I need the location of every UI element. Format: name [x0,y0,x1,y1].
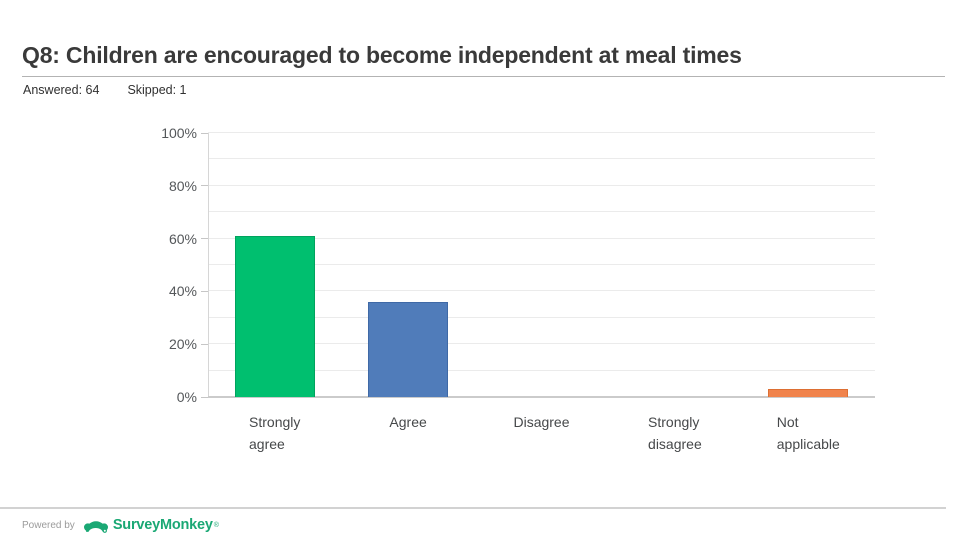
gridline [208,211,875,213]
surveymonkey-link[interactable]: SurveyMonkey ® [83,517,219,534]
bar-column [742,133,875,397]
category-label: Strongly agree [249,414,301,452]
x-label-cell: Agree [341,411,474,433]
y-tick-label: 0% [176,389,197,405]
category-label: Agree [389,414,427,430]
footer-divider [0,507,946,509]
bar-agree [368,301,449,397]
bar-column [341,133,474,397]
bar-not-applicable [768,389,849,397]
powered-by-label: Powered by [22,519,75,531]
y-axis-tick [201,290,208,292]
surveymonkey-logo-icon [83,520,108,534]
page-title: Q8: Children are encouraged to become in… [22,42,742,68]
x-label-cell: Disagree [475,411,608,433]
footer: Powered by SurveyMonkey ® [22,513,219,537]
y-tick-label: 60% [168,230,197,247]
gridline [208,343,875,345]
y-tick-label: 20% [168,336,197,353]
gridline [208,132,875,133]
title-divider [22,76,945,77]
registered-mark: ® [213,521,219,529]
x-label-cell: Not applicable [742,411,875,455]
y-axis-line [208,133,209,397]
y-axis-tick [201,343,208,345]
bar-column [608,133,741,397]
y-axis-tick [201,396,208,398]
category-label: Strongly disagree [648,414,702,452]
answered-count: Answered: 64 [23,83,100,97]
x-axis-line [208,396,875,398]
category-label: Not applicable [776,414,840,452]
y-axis-tick [201,185,208,187]
gridline [208,316,875,318]
surveymonkey-wordmark: SurveyMonkey [112,517,213,533]
gridline [208,264,875,265]
plot-area [201,132,875,398]
gridline [208,184,875,186]
bar-strongly-agree [234,235,315,397]
bar-column [208,133,341,397]
bar-column [475,133,608,397]
response-stats: Answered: 64 Skipped: 1 [23,83,187,97]
x-axis-labels: Strongly agree Agree Disagree Strongly disa… [208,411,875,471]
gridline [208,158,875,160]
gridline [208,237,875,239]
y-tick-label: 80% [168,177,197,194]
x-label-cell: Strongly disagree [608,411,741,455]
y-axis-labels: 0% 20% 40% 60% 80% 100% [0,126,197,404]
y-axis-tick [201,238,208,240]
y-tick-label: 40% [168,283,197,300]
category-label: Disagree [513,414,570,430]
y-axis-tick [201,132,208,134]
gridline [208,290,875,292]
gridline [208,369,875,371]
skipped-count: Skipped: 1 [127,83,187,97]
x-label-cell: Strongly agree [208,411,341,455]
y-tick-label: 100% [161,125,197,141]
